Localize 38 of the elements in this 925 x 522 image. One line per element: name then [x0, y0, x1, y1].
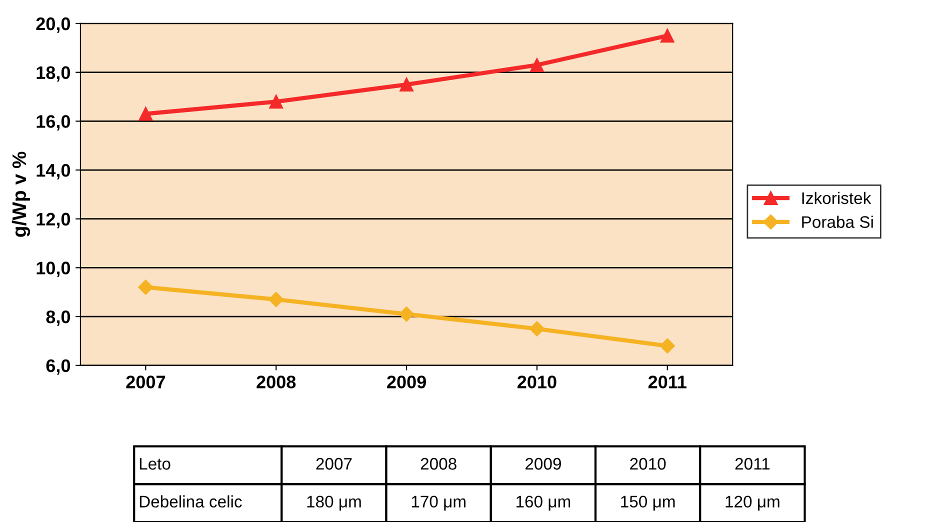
y-tick-label: 8,0 [46, 310, 70, 326]
text: Debelina celic [140, 495, 242, 508]
point [138, 280, 154, 295]
text: 120 μm [726, 496, 780, 511]
text: 180 μm [307, 496, 361, 511]
legend-label: Poraba Si [802, 216, 873, 228]
y-tick-label: 16,0 [36, 115, 70, 131]
text: 2008 [420, 458, 456, 470]
point [400, 78, 414, 92]
y-tick-label: 20,0 [36, 17, 70, 33]
point [660, 28, 674, 43]
text: 150 μm [621, 496, 675, 511]
y-tick-label: 10,0 [36, 262, 70, 278]
x-tick-label: 2011 [648, 376, 686, 388]
x-tick-label: 2009 [387, 376, 426, 388]
y-axis-title: g/Wp v % [12, 152, 30, 237]
x-tick-label: 2007 [126, 376, 165, 388]
x-tick-label: 2010 [518, 376, 556, 388]
point [660, 338, 675, 354]
y-tick-label: 14,0 [36, 164, 70, 180]
point [529, 321, 545, 336]
text: 2011 [735, 458, 770, 470]
x-tick-label: 2008 [256, 376, 296, 388]
text: 160 μm [516, 496, 570, 511]
text: 2010 [630, 458, 666, 470]
y-tick-label: 18,0 [36, 66, 70, 82]
point [138, 106, 153, 121]
text: 2009 [526, 458, 561, 470]
text: 2007 [316, 458, 352, 470]
point [398, 306, 414, 322]
point [269, 94, 284, 109]
y-tick-label: 6,0 [46, 359, 70, 375]
y-tick-label: 12,0 [36, 212, 70, 228]
point [268, 292, 284, 308]
text: 170 μm [412, 496, 466, 511]
point [530, 58, 544, 72]
text: Leto [140, 458, 170, 470]
legend-label: Izkoristek [802, 192, 872, 204]
